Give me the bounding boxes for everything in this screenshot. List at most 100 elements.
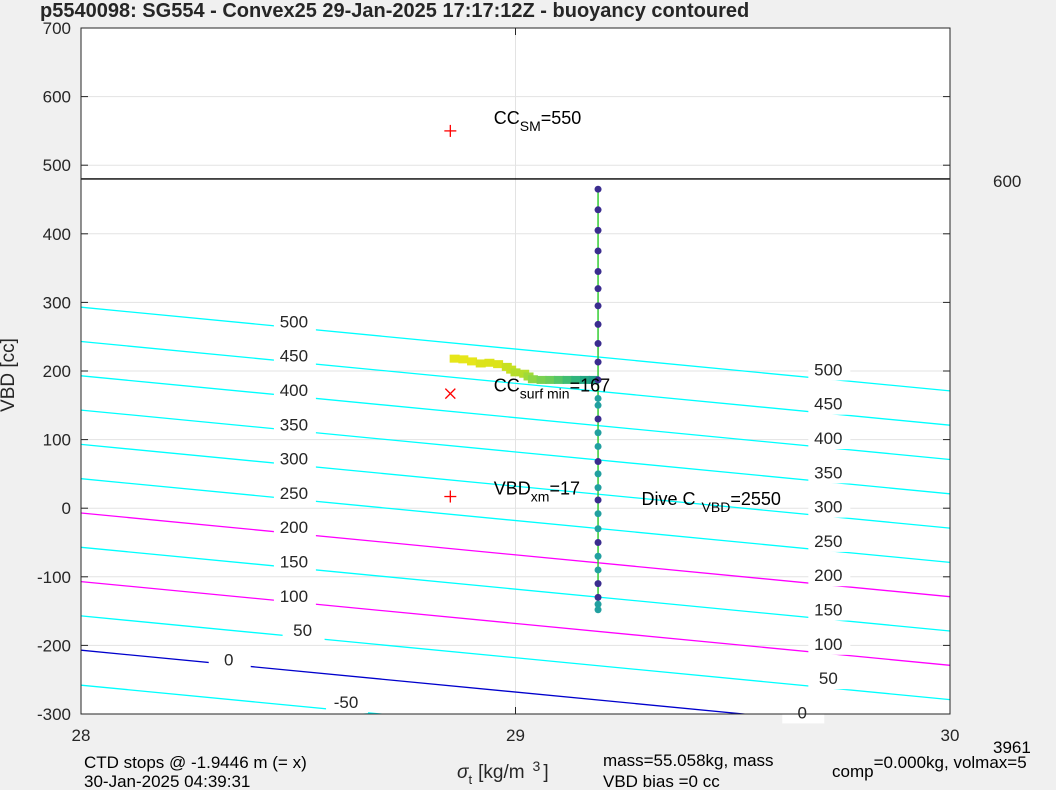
contour-label-bg — [808, 634, 851, 655]
footer-corner: 3961 — [993, 738, 1031, 757]
profile-point — [594, 376, 602, 384]
profile-point — [594, 510, 602, 518]
annotation-sub: SM — [520, 118, 541, 134]
marker-2 — [444, 490, 457, 503]
contour-line-150 — [81, 546, 950, 632]
x-axis-label: σt [kg/m 3] — [457, 758, 549, 787]
contour-label-bg — [273, 449, 316, 470]
annotation-base: VBD — [494, 478, 531, 498]
profile-point — [594, 394, 602, 402]
contour-label-right-200: 200 — [814, 566, 842, 585]
profile-point — [594, 496, 602, 504]
profile-point — [594, 593, 602, 601]
contour-label-bg — [273, 552, 316, 573]
contour-label-left-500: 500 — [280, 312, 308, 331]
profile-point — [594, 525, 602, 533]
footer-mass-rest: =0.000kg, volmax=5 — [874, 753, 1027, 772]
profile-point — [594, 206, 602, 214]
footer-vbd-bias: VBD bias =0 cc — [603, 772, 720, 790]
profile-point — [594, 247, 602, 255]
surface-track-point — [571, 375, 582, 384]
marker-stroke — [444, 388, 456, 400]
contour-label-bg — [808, 600, 851, 621]
annotation-sub: VBD — [702, 499, 731, 515]
footer-mass: mass=55.058kg, mass — [603, 751, 774, 770]
profile-point — [594, 600, 602, 608]
surface-track-point — [449, 354, 460, 363]
annotation-base: CC — [494, 108, 520, 128]
contour-label-right-0: 0 — [798, 703, 807, 722]
y-tick-label: 200 — [43, 362, 71, 381]
profile-point — [594, 442, 602, 450]
marker-0 — [444, 124, 457, 137]
contour-label-left-450: 450 — [280, 347, 308, 366]
contour-label-right-500: 500 — [814, 360, 842, 379]
surface-track-point — [484, 358, 495, 367]
profile-point — [594, 552, 602, 560]
contour-label-bg — [808, 497, 851, 518]
annotation-sub: surf min — [520, 386, 570, 402]
profile-point — [594, 320, 602, 328]
y-tick-label: 400 — [43, 225, 71, 244]
marker-1 — [444, 388, 456, 400]
chart-title: p5540098: SG554 - Convex25 29-Jan-2025 1… — [40, 0, 749, 22]
y-tick-label: 300 — [43, 293, 71, 312]
footer-mass-comp: comp=0.000kg, volmax=5 — [832, 753, 1027, 781]
x-tick-label: 30 — [941, 726, 960, 745]
profile-point — [594, 606, 602, 614]
surface-track-point — [588, 375, 599, 384]
annotation-dive_c: Dive C VBD=2550 — [642, 489, 781, 515]
contour-label-left--50: -50 — [334, 693, 359, 712]
contour-label-bg — [273, 381, 316, 402]
profile-point — [594, 566, 602, 574]
contour-label-bg — [808, 531, 851, 552]
contour-label-right-300: 300 — [814, 498, 842, 517]
surface-track-point — [527, 375, 538, 384]
contour-label-right-400: 400 — [814, 429, 842, 448]
contour-label-left-200: 200 — [280, 518, 308, 537]
surface-track-point — [510, 368, 521, 377]
annotation-cc_surf: CCsurf min=167 — [494, 376, 610, 402]
y-tick-label: 0 — [62, 499, 71, 518]
contour-label-bg — [808, 463, 851, 484]
series-layer — [449, 185, 602, 614]
x-tick-label: 28 — [72, 726, 91, 745]
surface-track-point — [475, 359, 486, 368]
surface-track-point — [493, 360, 504, 369]
profile-point — [594, 358, 602, 366]
contour-label-right-150: 150 — [814, 601, 842, 620]
contour-label-bg — [808, 566, 851, 587]
x-axis-label-units: [kg/m — [478, 762, 524, 783]
x-axis-label-sup: 3 — [533, 758, 541, 774]
y-tick-label: 700 — [43, 19, 71, 38]
profile-point — [594, 185, 602, 193]
markers — [444, 124, 457, 503]
contour-line-350 — [81, 409, 950, 495]
contour-label-bg — [808, 429, 851, 450]
y-tick-label: -100 — [37, 568, 71, 587]
contour-labels: -50 0 50 100 150 200 250 300 350 400 450 500 0 50 100 1… — [208, 172, 1021, 724]
contour-line-100 — [81, 580, 950, 666]
contour-line--50 — [81, 684, 387, 714]
contour-line-200 — [81, 512, 950, 598]
y-tick-label: 100 — [43, 431, 71, 450]
surface-track-point — [536, 375, 547, 384]
x-tick-label: 29 — [506, 726, 525, 745]
annotation-vbd_xm: VBDxm=17 — [494, 478, 580, 504]
contour-line-450 — [81, 340, 950, 426]
contour-label-bg — [273, 483, 316, 504]
contour-line-250 — [81, 478, 950, 564]
annotation-value: =550 — [541, 108, 582, 128]
footer-mass-sub: comp — [832, 762, 874, 781]
y-tick-label: 600 — [43, 88, 71, 107]
contour-label-bg — [808, 394, 851, 415]
profile-point — [594, 340, 602, 348]
profile-point — [594, 429, 602, 437]
surface-track-point — [553, 375, 564, 384]
reference-line-label: 600 — [993, 172, 1021, 191]
surface-track-point — [458, 355, 469, 364]
annotation-value: =2550 — [730, 489, 781, 509]
contour-label-left-100: 100 — [280, 587, 308, 606]
footer-ctd-stops: CTD stops @ -1.9446 m (= x) — [84, 753, 307, 772]
